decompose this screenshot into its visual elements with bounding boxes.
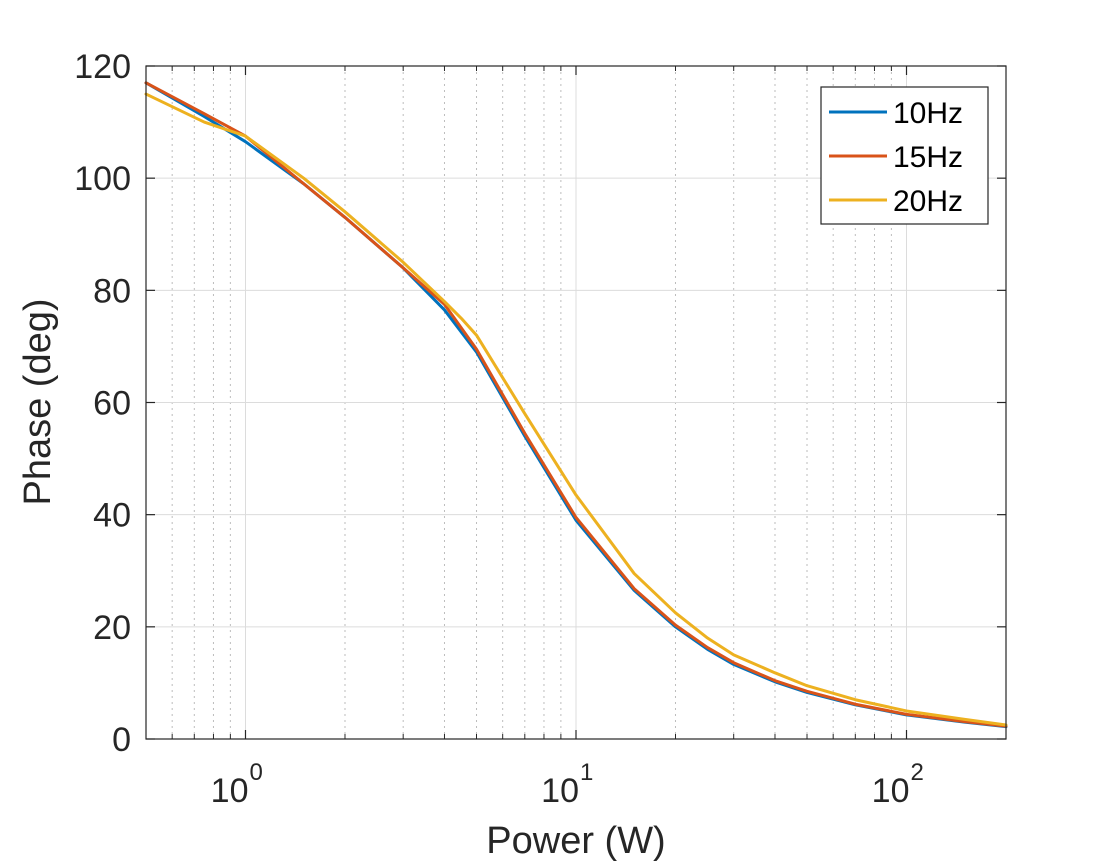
series-line-15Hz — [144, 81, 1008, 728]
x-axis-label: Power (W) — [486, 820, 665, 862]
legend-label: 10Hz — [893, 97, 963, 130]
x-tick-label: 10 2 — [872, 759, 924, 810]
x-tick-exponent: 2 — [911, 759, 924, 786]
legend-item: 10Hz — [829, 97, 963, 130]
y-tick-label: 60 — [93, 385, 131, 423]
y-tick-labels: 0 20 40 60 80 100 120 — [74, 48, 131, 759]
y-tick-label: 0 — [112, 721, 131, 759]
legend-label: 20Hz — [893, 185, 963, 218]
legend-item: 15Hz — [829, 141, 963, 174]
series-line-20Hz — [144, 92, 1008, 727]
y-tick-label: 120 — [74, 48, 131, 86]
x-tick-label: 10 1 — [541, 759, 593, 810]
x-tick-label: 10 0 — [211, 759, 263, 810]
y-tick-label: 80 — [93, 272, 131, 310]
y-tick-label: 40 — [93, 497, 131, 535]
legend-item: 20Hz — [829, 185, 963, 218]
legend-label: 15Hz — [893, 141, 963, 174]
x-tick-base: 10 — [541, 772, 579, 810]
x-tick-base: 10 — [872, 772, 910, 810]
series-lines — [144, 81, 1008, 729]
x-tick-exponent: 0 — [249, 759, 262, 786]
x-tick-labels: 10 0 10 1 10 2 — [211, 759, 924, 810]
y-tick-label: 100 — [74, 160, 131, 198]
axis-ticks — [146, 65, 1006, 740]
y-axis-label: Phase (deg) — [17, 298, 59, 505]
x-tick-exponent: 1 — [580, 759, 593, 786]
y-tick-label: 20 — [93, 609, 131, 647]
legend: 10Hz 15Hz 20Hz — [820, 86, 989, 225]
x-tick-base: 10 — [211, 772, 249, 810]
